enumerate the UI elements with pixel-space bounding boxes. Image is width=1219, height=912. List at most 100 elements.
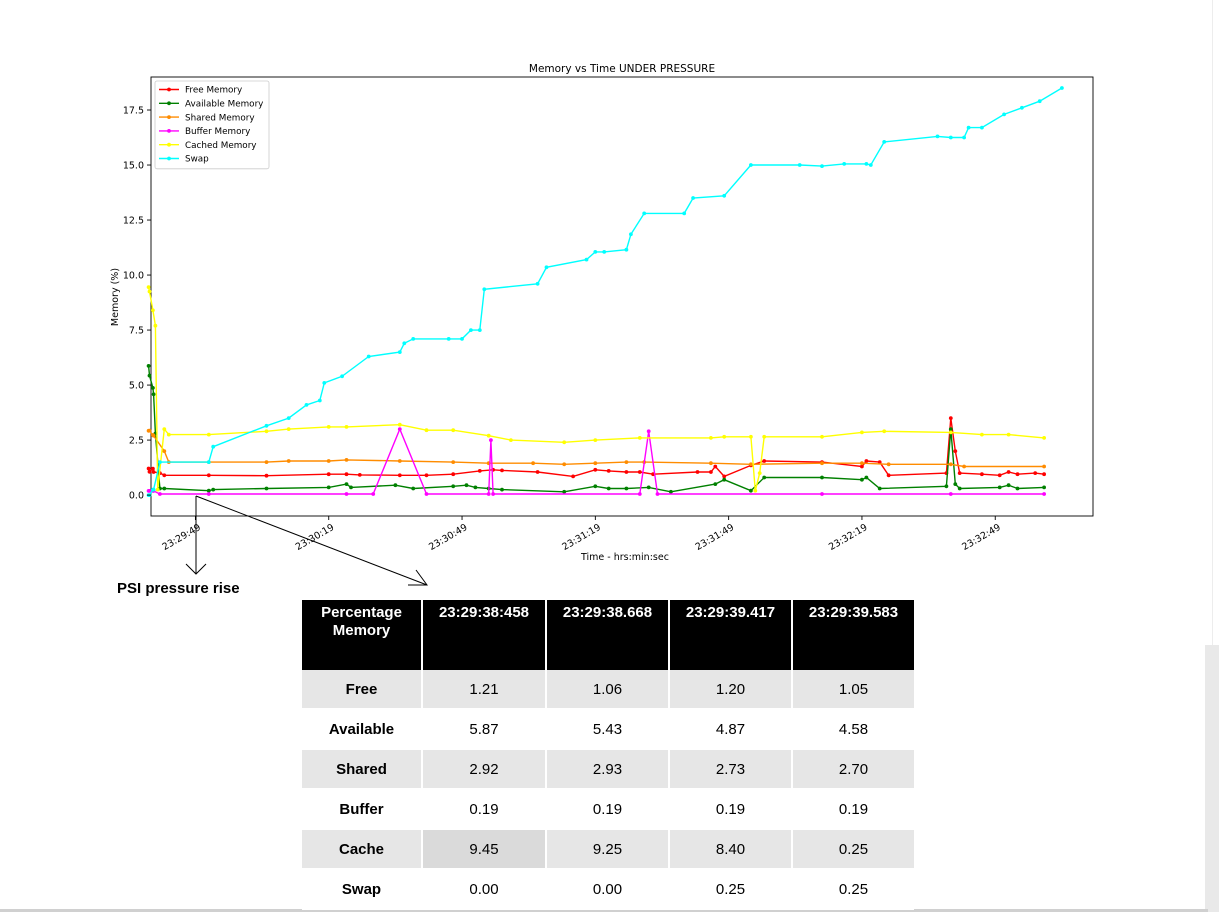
table-cell: 1.20 — [669, 670, 793, 710]
data-point — [460, 337, 464, 341]
x-tick-label: 23:30:49 — [427, 522, 469, 553]
data-point — [886, 462, 891, 467]
data-point — [722, 193, 727, 198]
data-point — [722, 477, 727, 482]
data-point — [957, 486, 962, 491]
legend-entry: Free Memory — [185, 86, 242, 96]
table-cell: 0.00 — [422, 869, 547, 910]
data-point — [402, 341, 407, 346]
data-point — [953, 482, 958, 486]
table-header: 23:29:39.583 — [792, 600, 914, 670]
data-point — [286, 459, 291, 463]
table-row: Cache 9.45 9.25 8.40 0.25 — [302, 829, 914, 870]
data-point — [1037, 99, 1042, 104]
row-label: Free — [302, 670, 423, 710]
series-swap — [146, 86, 1064, 497]
data-point — [624, 460, 629, 464]
data-point — [1042, 492, 1046, 496]
data-point — [146, 364, 151, 368]
y-axis-label: Memory (%) — [110, 268, 121, 326]
data-point — [669, 489, 673, 494]
y-tick-label: 12.5 — [123, 216, 144, 227]
data-point — [562, 489, 567, 494]
data-point — [344, 482, 349, 486]
data-point — [562, 462, 567, 467]
data-point — [151, 466, 155, 471]
table-header: 23:29:38.668 — [546, 600, 670, 670]
data-point — [304, 403, 309, 407]
data-point — [962, 464, 966, 469]
data-point — [709, 436, 713, 440]
data-point — [446, 337, 451, 341]
data-point — [151, 308, 155, 313]
data-point — [637, 492, 642, 496]
data-point — [397, 427, 402, 431]
data-point — [593, 250, 598, 254]
data-point — [820, 164, 824, 169]
data-point — [980, 472, 984, 477]
data-point — [713, 464, 718, 469]
data-point — [860, 461, 864, 466]
data-point — [606, 469, 611, 473]
data-point — [344, 492, 349, 496]
data-point — [749, 488, 753, 493]
data-point — [469, 328, 473, 332]
data-point — [749, 462, 753, 467]
table-header: 23:29:38:458 — [422, 600, 547, 670]
data-point — [486, 433, 491, 438]
data-point — [1033, 471, 1038, 475]
data-point — [357, 473, 362, 477]
data-point — [211, 487, 216, 492]
data-point — [451, 472, 456, 477]
data-point — [1042, 464, 1046, 469]
legend-entry: Available Memory — [185, 100, 263, 110]
data-point — [860, 430, 864, 435]
data-point — [424, 473, 429, 478]
data-point — [757, 471, 762, 475]
data-point — [860, 464, 864, 469]
data-point — [147, 489, 152, 493]
data-point — [147, 469, 152, 474]
table-cell: 0.25 — [669, 869, 793, 910]
data-point — [997, 473, 1002, 478]
row-label: Buffer — [302, 789, 423, 830]
data-point — [944, 484, 949, 489]
data-point — [151, 386, 155, 390]
x-axis-label: Time - hrs:min:sec — [580, 552, 669, 563]
series-line-available-memory — [147, 365, 1045, 493]
data-point — [842, 162, 847, 166]
data-point — [935, 134, 940, 139]
legend: Free Memory Available Memory Shared Memory… — [154, 80, 270, 170]
data-point — [473, 485, 478, 490]
data-point — [411, 486, 416, 491]
data-point — [531, 461, 535, 466]
x-tick-label: 23:31:19 — [560, 522, 602, 553]
table-row: Shared 2.92 2.93 2.73 2.70 — [302, 749, 914, 790]
data-point — [860, 477, 864, 482]
data-point — [264, 486, 269, 491]
data-point — [482, 287, 487, 292]
data-point — [629, 232, 633, 237]
data-point — [166, 432, 171, 437]
data-point — [158, 492, 162, 496]
data-point — [877, 486, 882, 491]
x-tick-label: 23:32:19 — [827, 522, 869, 553]
data-point — [411, 337, 416, 341]
data-point — [1042, 436, 1046, 440]
data-point — [340, 374, 344, 379]
table-cell: 4.58 — [792, 709, 914, 750]
data-point — [326, 485, 331, 490]
y-tick-label: 17.5 — [123, 106, 144, 117]
data-point — [162, 473, 167, 478]
data-point — [544, 265, 549, 270]
table-cell: 4.87 — [669, 709, 793, 750]
plot-area — [150, 76, 1094, 517]
data-point — [317, 398, 322, 403]
data-point — [797, 163, 802, 167]
data-point — [584, 257, 589, 262]
data-point — [491, 492, 495, 496]
table-cell: 1.06 — [546, 670, 670, 710]
x-tick-label: 23:31:49 — [694, 522, 736, 553]
legend-entry: Swap — [185, 155, 209, 165]
data-point — [1002, 112, 1006, 117]
